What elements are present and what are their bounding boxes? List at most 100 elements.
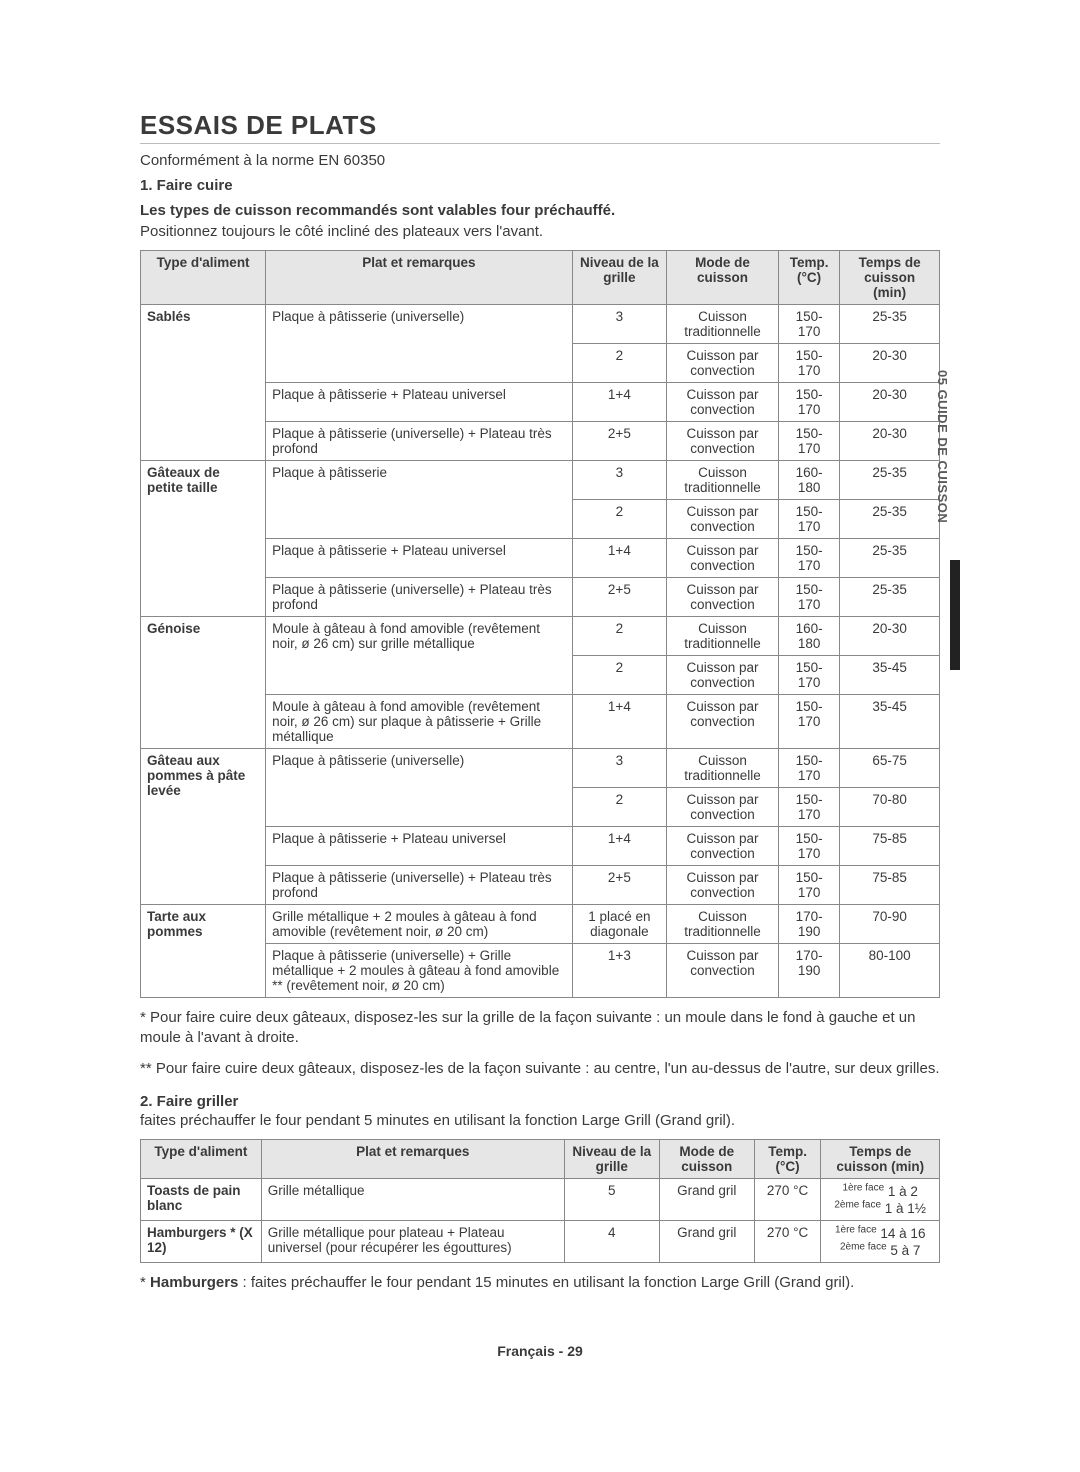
value-cell: 1+4 xyxy=(572,827,667,866)
food-cell: Toasts de pain blanc xyxy=(141,1178,262,1220)
table-header: Mode de cuisson xyxy=(659,1139,754,1178)
time-cell: 1ère face 14 à 162ème face 5 à 7 xyxy=(821,1220,940,1262)
value-cell: 80-100 xyxy=(840,944,940,998)
value-cell: 160-180 xyxy=(778,617,839,656)
value-cell: Cuisson traditionnelle xyxy=(667,905,779,944)
value-cell: 25-35 xyxy=(840,578,940,617)
value-cell: Cuisson traditionnelle xyxy=(667,617,779,656)
value-cell: 150-170 xyxy=(778,749,839,788)
table-header: Temps de cuisson (min) xyxy=(821,1139,940,1178)
value-cell: Cuisson par convection xyxy=(667,500,779,539)
value-cell: Cuisson par convection xyxy=(667,383,779,422)
value-cell: 20-30 xyxy=(840,383,940,422)
value-cell: 20-30 xyxy=(840,422,940,461)
side-black-tab xyxy=(950,560,960,670)
cooking-table: Type d'alimentPlat et remarquesNiveau de… xyxy=(140,250,940,998)
value-cell: Cuisson par convection xyxy=(667,944,779,998)
value-cell: 3 xyxy=(572,749,667,788)
value-cell: 75-85 xyxy=(840,827,940,866)
value-cell: 70-80 xyxy=(840,788,940,827)
value-cell: 35-45 xyxy=(840,656,940,695)
value-cell: 25-35 xyxy=(840,461,940,500)
value-cell: 150-170 xyxy=(778,383,839,422)
value-cell: 20-30 xyxy=(840,617,940,656)
plate-cell: Plaque à pâtisserie (universelle) + Plat… xyxy=(266,578,572,617)
plate-cell: Plaque à pâtisserie + Plateau universel xyxy=(266,383,572,422)
value-cell: 150-170 xyxy=(778,656,839,695)
table-header: Plat et remarques xyxy=(266,251,572,305)
value-cell: Cuisson par convection xyxy=(667,344,779,383)
value-cell: 5 xyxy=(564,1178,659,1220)
section-1-sub: Les types de cuisson recommandés sont va… xyxy=(140,202,940,219)
value-cell: 20-30 xyxy=(840,344,940,383)
section-1-note: Positionnez toujours le côté incliné des… xyxy=(140,223,940,240)
table-header: Temps de cuisson (min) xyxy=(840,251,940,305)
footnote-1b: ** Pour faire cuire deux gâteaux, dispos… xyxy=(140,1059,940,1079)
value-cell: 150-170 xyxy=(778,788,839,827)
value-cell: 150-170 xyxy=(778,344,839,383)
time-cell: 1ère face 1 à 22ème face 1 à 1½ xyxy=(821,1178,940,1220)
value-cell: 150-170 xyxy=(778,695,839,749)
value-cell: 2 xyxy=(572,344,667,383)
value-cell: Cuisson par convection xyxy=(667,866,779,905)
footnote-1a: * Pour faire cuire deux gâteaux, dispose… xyxy=(140,1008,940,1049)
value-cell: 3 xyxy=(572,305,667,344)
value-cell: Cuisson par convection xyxy=(667,827,779,866)
value-cell: 150-170 xyxy=(778,305,839,344)
side-tab: 05 GUIDE DE CUISSON xyxy=(935,370,950,523)
value-cell: Cuisson par convection xyxy=(667,788,779,827)
value-cell: 70-90 xyxy=(840,905,940,944)
page-title: ESSAIS DE PLATS xyxy=(140,110,940,144)
plate-cell: Plaque à pâtisserie (universelle) xyxy=(266,749,572,827)
plate-cell: Plaque à pâtisserie (universelle) + Gril… xyxy=(266,944,572,998)
table-header: Temp. (°C) xyxy=(754,1139,821,1178)
value-cell: Cuisson par convection xyxy=(667,695,779,749)
value-cell: 150-170 xyxy=(778,539,839,578)
plate-cell: Plaque à pâtisserie (universelle) + Plat… xyxy=(266,866,572,905)
section-2-sub: faites préchauffer le four pendant 5 min… xyxy=(140,1112,940,1129)
table-header: Type d'aliment xyxy=(141,251,266,305)
food-cell: Gâteaux de petite taille xyxy=(141,461,266,617)
value-cell: 150-170 xyxy=(778,866,839,905)
value-cell: 2 xyxy=(572,656,667,695)
food-cell: Tarte aux pommes xyxy=(141,905,266,998)
value-cell: 25-35 xyxy=(840,500,940,539)
value-cell: 35-45 xyxy=(840,695,940,749)
plate-cell: Plaque à pâtisserie (universelle) xyxy=(266,305,572,383)
plate-cell: Plaque à pâtisserie xyxy=(266,461,572,539)
food-cell: Gâteau aux pommes à pâte levée xyxy=(141,749,266,905)
value-cell: 25-35 xyxy=(840,539,940,578)
food-cell: Sablés xyxy=(141,305,266,461)
table-header: Niveau de la grille xyxy=(572,251,667,305)
value-cell: Grand gril xyxy=(659,1220,754,1262)
section-1-title: 1. Faire cuire xyxy=(140,177,940,194)
value-cell: Cuisson par convection xyxy=(667,422,779,461)
footnote-2: * Hamburgers : faites préchauffer le fou… xyxy=(140,1273,940,1293)
value-cell: 2+5 xyxy=(572,866,667,905)
value-cell: 4 xyxy=(564,1220,659,1262)
plate-cell: Grille métallique pour plateau + Plateau… xyxy=(261,1220,564,1262)
plate-cell: Grille métallique + 2 moules à gâteau à … xyxy=(266,905,572,944)
table-header: Plat et remarques xyxy=(261,1139,564,1178)
value-cell: 75-85 xyxy=(840,866,940,905)
value-cell: Cuisson par convection xyxy=(667,656,779,695)
table-header: Type d'aliment xyxy=(141,1139,262,1178)
value-cell: 1+4 xyxy=(572,539,667,578)
value-cell: 150-170 xyxy=(778,500,839,539)
food-cell: Hamburgers * (X 12) xyxy=(141,1220,262,1262)
page: 05 GUIDE DE CUISSON ESSAIS DE PLATS Conf… xyxy=(0,0,1080,1419)
value-cell: 170-190 xyxy=(778,905,839,944)
value-cell: 150-170 xyxy=(778,578,839,617)
value-cell: 270 °C xyxy=(754,1178,821,1220)
value-cell: 1+4 xyxy=(572,383,667,422)
value-cell: 270 °C xyxy=(754,1220,821,1262)
plate-cell: Moule à gâteau à fond amovible (revêteme… xyxy=(266,617,572,695)
plate-cell: Grille métallique xyxy=(261,1178,564,1220)
value-cell: 2+5 xyxy=(572,578,667,617)
section-2-title: 2. Faire griller xyxy=(140,1093,940,1110)
table-header: Niveau de la grille xyxy=(564,1139,659,1178)
page-footer: Français - 29 xyxy=(140,1343,940,1359)
plate-cell: Plaque à pâtisserie + Plateau universel xyxy=(266,827,572,866)
plate-cell: Plaque à pâtisserie + Plateau universel xyxy=(266,539,572,578)
value-cell: Grand gril xyxy=(659,1178,754,1220)
